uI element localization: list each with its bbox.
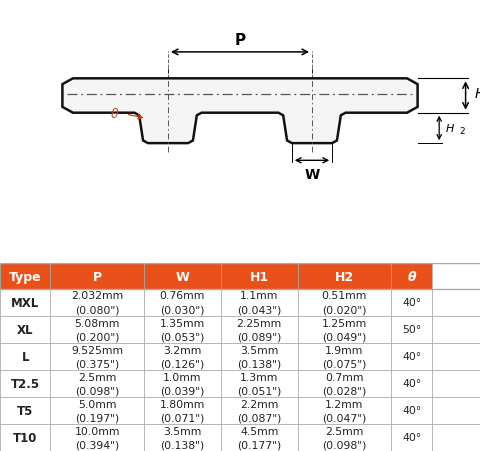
Text: 40°: 40° — [402, 298, 421, 308]
Text: Type: Type — [9, 270, 41, 283]
Bar — [0, 343, 50, 370]
Bar — [144, 289, 221, 316]
Bar — [0, 289, 50, 316]
Text: 5.0mm
(0.197"): 5.0mm (0.197") — [75, 399, 120, 422]
Bar — [391, 397, 432, 424]
Bar — [298, 370, 391, 397]
Text: 2.032mm
(0.080"): 2.032mm (0.080") — [71, 291, 123, 314]
Text: 40°: 40° — [402, 405, 421, 415]
Text: 1.35mm
(0.053"): 1.35mm (0.053") — [160, 318, 205, 341]
Text: 1.1mm
(0.043"): 1.1mm (0.043") — [237, 291, 281, 314]
Bar — [144, 397, 221, 424]
Text: 5.08mm
(0.200"): 5.08mm (0.200") — [74, 318, 120, 341]
Bar — [50, 289, 144, 316]
Text: 4.5mm
(0.177"): 4.5mm (0.177") — [237, 426, 281, 449]
Bar — [298, 343, 391, 370]
Text: 3.5mm
(0.138"): 3.5mm (0.138") — [237, 345, 281, 368]
Text: W: W — [176, 270, 189, 283]
Text: P: P — [93, 270, 102, 283]
Bar — [298, 289, 391, 316]
Text: P: P — [234, 32, 246, 47]
Bar — [221, 343, 298, 370]
Text: 1.80mm
(0.071"): 1.80mm (0.071") — [160, 399, 205, 422]
Text: T2.5: T2.5 — [11, 377, 40, 390]
Text: 2.2mm
(0.087"): 2.2mm (0.087") — [237, 399, 281, 422]
Text: $\theta$: $\theta$ — [109, 107, 119, 121]
Text: 40°: 40° — [402, 433, 421, 442]
Bar — [0, 424, 50, 451]
Bar — [298, 264, 391, 289]
Bar — [298, 397, 391, 424]
Bar — [0, 316, 50, 343]
Text: H2: H2 — [335, 270, 354, 283]
Bar — [144, 343, 221, 370]
Bar — [0, 370, 50, 397]
Text: W: W — [304, 167, 320, 181]
Bar — [50, 397, 144, 424]
Bar — [391, 424, 432, 451]
Text: 3.5mm
(0.138"): 3.5mm (0.138") — [160, 426, 204, 449]
Bar — [221, 289, 298, 316]
Text: 2.5mm
(0.098"): 2.5mm (0.098") — [322, 426, 367, 449]
Text: H1: H1 — [250, 270, 269, 283]
Text: MXL: MXL — [11, 296, 39, 309]
Bar — [298, 316, 391, 343]
Text: 3.2mm
(0.126"): 3.2mm (0.126") — [160, 345, 204, 368]
Text: θ: θ — [408, 270, 416, 283]
Bar — [221, 316, 298, 343]
Text: 0.51mm
(0.020"): 0.51mm (0.020") — [322, 291, 367, 314]
Bar — [144, 424, 221, 451]
Bar — [391, 264, 432, 289]
Bar — [144, 370, 221, 397]
Polygon shape — [62, 79, 418, 144]
Bar — [391, 343, 432, 370]
Text: 2.5mm
(0.098"): 2.5mm (0.098") — [75, 372, 120, 396]
Text: 40°: 40° — [402, 352, 421, 362]
Bar — [50, 316, 144, 343]
Text: 9.525mm
(0.375"): 9.525mm (0.375") — [71, 345, 123, 368]
Bar — [391, 289, 432, 316]
Bar — [0, 264, 50, 289]
Bar — [391, 316, 432, 343]
Bar — [298, 424, 391, 451]
Text: $\mathit{H}$: $\mathit{H}$ — [474, 87, 480, 101]
Bar — [391, 370, 432, 397]
Text: 0.76mm
(0.030"): 0.76mm (0.030") — [160, 291, 205, 314]
Text: 1.25mm
(0.049"): 1.25mm (0.049") — [322, 318, 367, 341]
Text: 0.7mm
(0.028"): 0.7mm (0.028") — [322, 372, 367, 396]
Bar — [144, 316, 221, 343]
Text: L: L — [22, 350, 29, 363]
Bar — [144, 264, 221, 289]
Bar — [221, 370, 298, 397]
Text: T5: T5 — [17, 404, 34, 417]
Text: $\mathit{H}$: $\mathit{H}$ — [445, 121, 455, 133]
Text: 40°: 40° — [402, 378, 421, 388]
Bar — [0, 397, 50, 424]
Bar — [50, 424, 144, 451]
Text: 1.0mm
(0.039"): 1.0mm (0.039") — [160, 372, 204, 396]
Text: XL: XL — [17, 323, 34, 336]
Text: 2.25mm
(0.089"): 2.25mm (0.089") — [237, 318, 282, 341]
Bar — [50, 370, 144, 397]
Text: T10: T10 — [13, 431, 37, 444]
Bar — [221, 397, 298, 424]
Text: 10.0mm
(0.394"): 10.0mm (0.394") — [74, 426, 120, 449]
Bar — [50, 343, 144, 370]
Text: 2: 2 — [459, 127, 465, 136]
Text: 1.2mm
(0.047"): 1.2mm (0.047") — [322, 399, 367, 422]
Text: 1.9mm
(0.075"): 1.9mm (0.075") — [322, 345, 367, 368]
Text: 50°: 50° — [402, 325, 421, 335]
Text: 1.3mm
(0.051"): 1.3mm (0.051") — [237, 372, 281, 396]
Bar — [221, 264, 298, 289]
Bar — [221, 424, 298, 451]
Bar — [50, 264, 144, 289]
